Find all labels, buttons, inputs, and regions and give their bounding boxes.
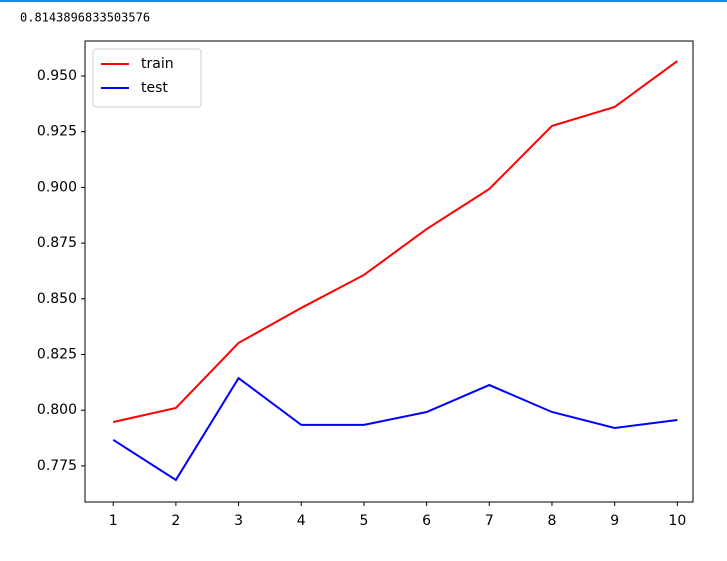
legend-label: test <box>141 80 168 96</box>
x-tick-label: 6 <box>422 513 431 529</box>
x-tick-label: 4 <box>297 513 306 529</box>
y-tick-label: 0.800 <box>37 402 77 418</box>
legend-label: train <box>141 56 174 72</box>
y-tick-label: 0.875 <box>37 235 77 251</box>
x-tick-label: 8 <box>548 513 557 529</box>
x-tick-label: 2 <box>171 513 180 529</box>
y-tick-label: 0.925 <box>37 124 77 140</box>
x-tick-label: 3 <box>234 513 243 529</box>
x-tick-label: 1 <box>109 513 118 529</box>
axes-frame <box>84 40 694 503</box>
x-tick-label: 10 <box>668 513 686 529</box>
output-text: 0.8143896833503576 <box>20 11 150 25</box>
y-tick-label: 0.950 <box>37 68 77 84</box>
y-tick-label: 0.850 <box>37 291 77 307</box>
x-tick-label: 5 <box>359 513 368 529</box>
y-tick-label: 0.775 <box>37 458 77 474</box>
line <box>112 60 678 423</box>
y-tick-label: 0.825 <box>37 346 77 362</box>
x-tick-label: 7 <box>485 513 494 529</box>
x-tick-label: 9 <box>610 513 619 529</box>
cell-border <box>0 0 727 2</box>
y-tick-label: 0.900 <box>37 179 77 195</box>
line <box>112 376 678 482</box>
